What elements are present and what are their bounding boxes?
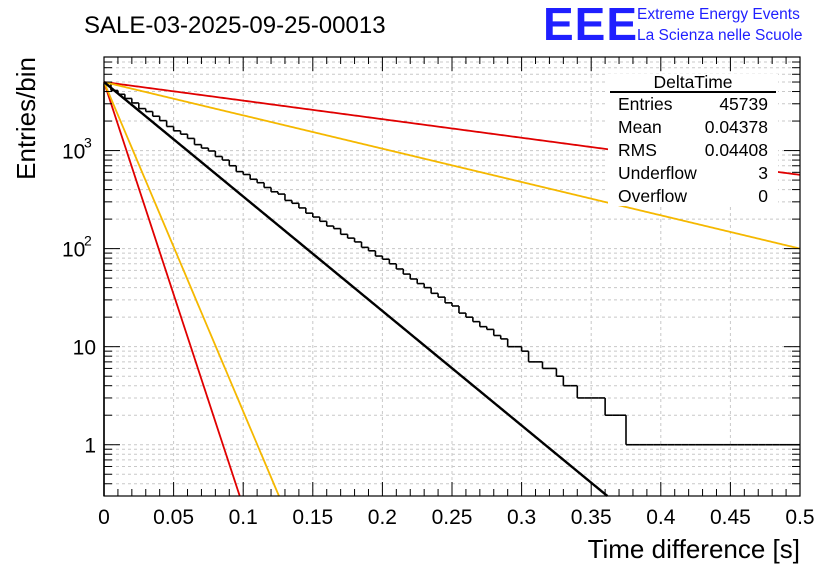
stats-value-mean: 0.04378 [705,117,768,137]
x-axis-label: Time difference [s] [588,534,800,564]
x-tick-label: 0.4 [646,506,676,529]
x-tick-label: 0.5 [785,506,814,529]
y-tick-label-exponent: 3 [84,135,92,151]
stats-label-entries: Entries [618,94,673,114]
x-tick-label: 0.05 [153,506,194,529]
x-tick-label: 0.15 [292,506,333,529]
y-tick-label: 10 [73,337,96,360]
chart-title: SALE-03-2025-09-25-00013 [84,12,386,39]
plot-frame [103,56,801,497]
y-tick-label: 1 [84,435,96,458]
y-tick-label: 10 [62,239,85,262]
x-tick-label: 0.1 [229,506,258,529]
stats-value-rms: 0.04408 [705,140,768,160]
stats-value-entries: 45739 [719,94,768,114]
x-tick-label: 0.2 [368,506,397,529]
x-tick-label: 0.45 [710,506,751,529]
x-tick-label: 0.3 [507,506,536,529]
stats-label-rms: RMS [618,140,657,160]
stats-value-overflow: 0 [758,186,768,206]
stats-box-title: DeltaTime [653,72,732,92]
y-tick-label-exponent: 2 [84,233,92,249]
fit-curve-2 [103,81,801,250]
fit-curve-4 [103,81,280,497]
x-tick-label: 0.25 [432,506,473,529]
axis-ticks: 0 0.05 0.1 0.15 0.2 0.25 0.3 0.35 0.4 0.45 0.5 1 10 1… [62,56,815,529]
y-tick-label: 10 [62,141,85,164]
eee-logo: EEE [543,0,638,50]
x-tick-label: 0 [98,506,110,529]
x-tick-label: 0.35 [571,506,612,529]
stats-label-underflow: Underflow [618,163,697,183]
stats-value-underflow: 3 [758,163,768,183]
eee-logo-line1: Extreme Energy Events [637,6,800,23]
stats-label-overflow: Overflow [618,186,687,206]
stats-label-mean: Mean [618,117,662,137]
y-axis-label: Entries/bin [11,57,41,180]
fit-curve-3 [103,81,241,497]
eee-logo-line2: La Scienza nelle Scuole [637,27,802,44]
fit-curve-0 [103,81,609,497]
stats-box: DeltaTime Entries 45739 Mean 0.04378 RMS… [608,72,778,206]
